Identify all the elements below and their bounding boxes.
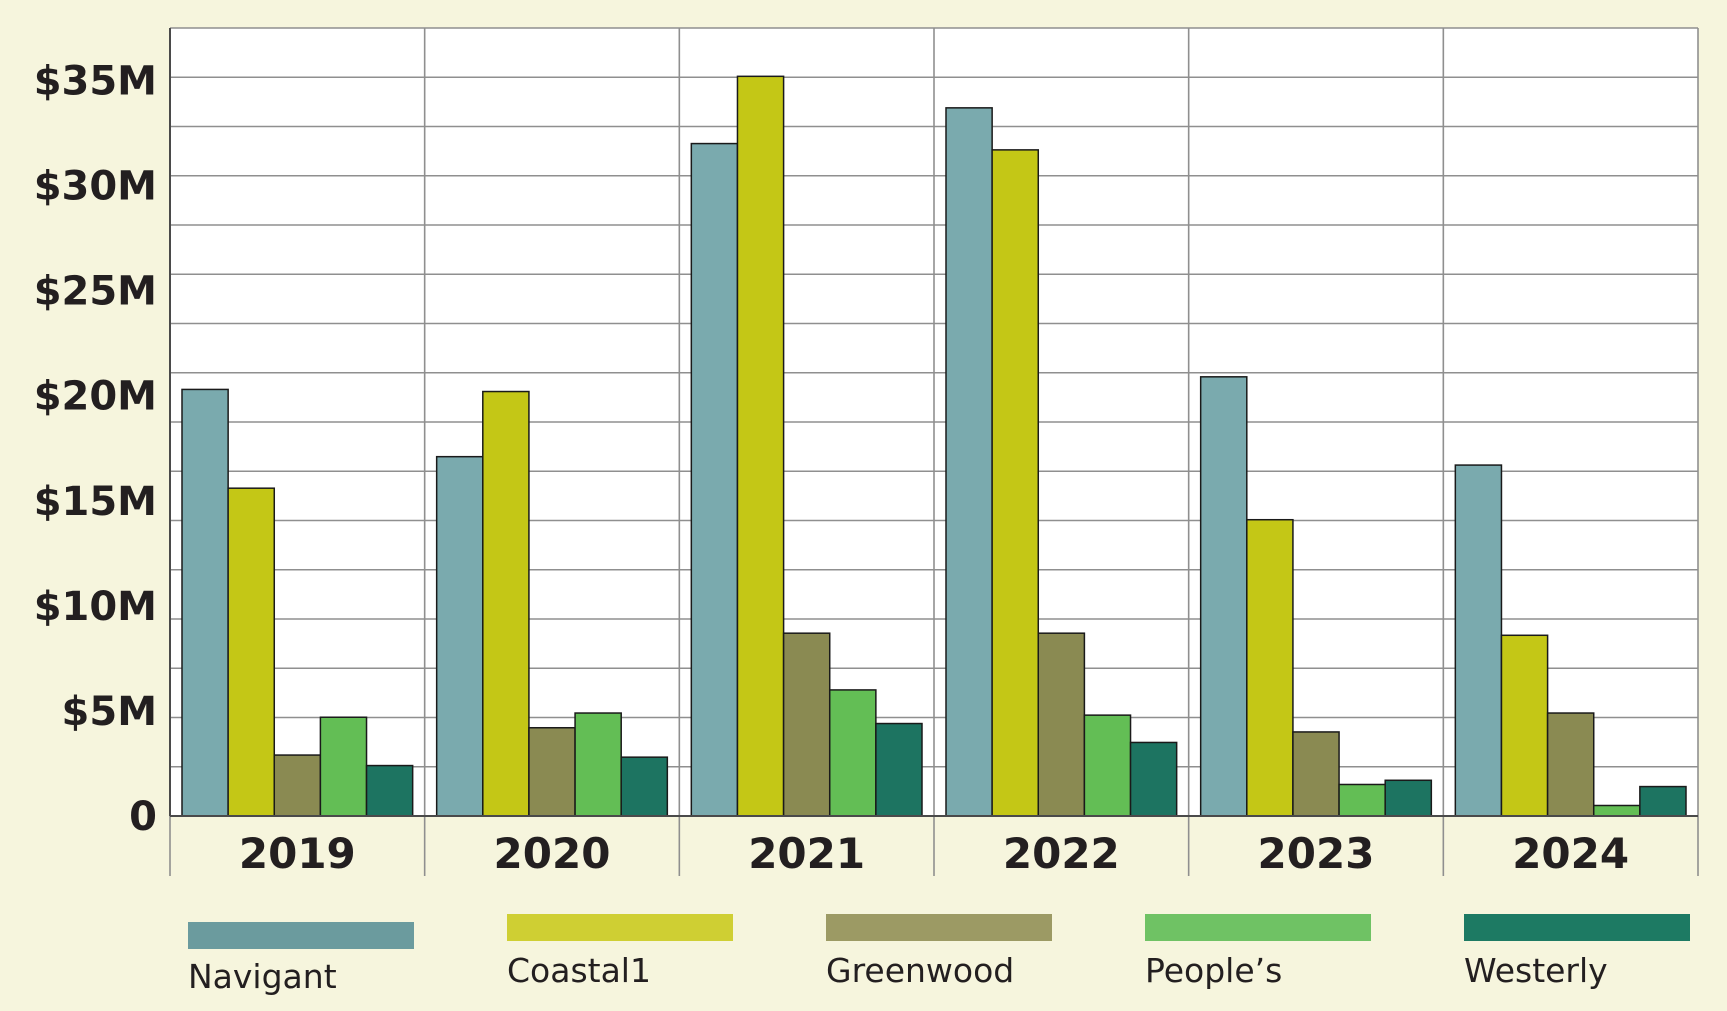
legend-label: People’s <box>1145 951 1282 990</box>
bar-greenwood-2019 <box>273 754 322 817</box>
bar-greenwood-2021 <box>782 632 831 817</box>
bar-westerly-2024 <box>1639 785 1687 817</box>
bar-coastal1-2020 <box>482 390 530 817</box>
bar-westerly-2020 <box>620 756 669 817</box>
bar-navigant-2024 <box>1454 464 1503 817</box>
bar-greenwood-2020 <box>528 726 576 817</box>
y-tick-label: $20M <box>34 374 157 420</box>
bar-peoples-2022 <box>1083 714 1132 817</box>
legend-label: Westerly <box>1464 951 1608 990</box>
bar-navigant-2022 <box>945 107 993 817</box>
x-tick-label: 2024 <box>1512 829 1629 878</box>
bar-coastal1-2024 <box>1500 634 1549 817</box>
bar-greenwood-2022 <box>1037 632 1086 817</box>
bar-coastal1-2022 <box>991 149 1040 817</box>
legend-swatch <box>826 914 1052 941</box>
legend-label: Greenwood <box>826 951 1014 990</box>
axes <box>169 28 1698 817</box>
y-tick-label: $25M <box>34 269 157 315</box>
x-tick-label: 2022 <box>1003 829 1120 878</box>
bar-navigant-2021 <box>690 142 739 817</box>
grid-lines <box>169 27 1699 876</box>
legend-swatch <box>188 922 414 949</box>
bar-peoples-2023 <box>1338 783 1386 817</box>
legend-swatch <box>507 914 733 941</box>
bars <box>181 75 1687 817</box>
y-tick-labels: 0 $5M $10M $15M $20M $25M $30M $35M <box>34 59 157 840</box>
y-tick-label: $35M <box>34 59 157 105</box>
bar-navigant-2019 <box>181 388 229 817</box>
x-tick-labels: 2019 2020 2021 2022 2023 2024 <box>239 829 1629 878</box>
x-tick-label: 2023 <box>1258 829 1375 878</box>
y-tick-label: $30M <box>34 164 157 210</box>
y-tick-label: $10M <box>34 584 157 630</box>
bar-westerly-2022 <box>1129 741 1178 817</box>
bar-peoples-2020 <box>574 712 622 817</box>
bar-westerly-2019 <box>365 764 414 817</box>
bar-navigant-2023 <box>1199 376 1248 817</box>
bar-peoples-2024 <box>1592 804 1641 817</box>
y-tick-label: $5M <box>62 689 157 735</box>
legend-swatch <box>1464 914 1690 941</box>
legend-swatch <box>1145 914 1371 941</box>
x-tick-label: 2019 <box>239 829 356 878</box>
bar-westerly-2021 <box>875 722 923 817</box>
x-tick-label: 2021 <box>748 829 865 878</box>
bar-greenwood-2023 <box>1292 731 1340 817</box>
bar-westerly-2023 <box>1384 779 1433 817</box>
bar-coastal1-2019 <box>227 487 276 817</box>
bar-navigant-2020 <box>435 455 484 817</box>
bar-coastal1-2023 <box>1246 518 1294 817</box>
legend: Navigant Coastal1 Greenwood People’s Westerl… <box>188 914 1690 996</box>
legend-label: Coastal1 <box>507 951 651 990</box>
bar-coastal1-2021 <box>736 75 785 817</box>
x-tick-label: 2020 <box>494 829 611 878</box>
legend-label: Navigant <box>188 957 337 996</box>
bar-greenwood-2024 <box>1546 712 1595 817</box>
bar-peoples-2019 <box>319 716 368 817</box>
bar-peoples-2021 <box>828 689 877 817</box>
y-tick-label: $15M <box>34 479 157 525</box>
y-tick-label: 0 <box>129 794 157 840</box>
